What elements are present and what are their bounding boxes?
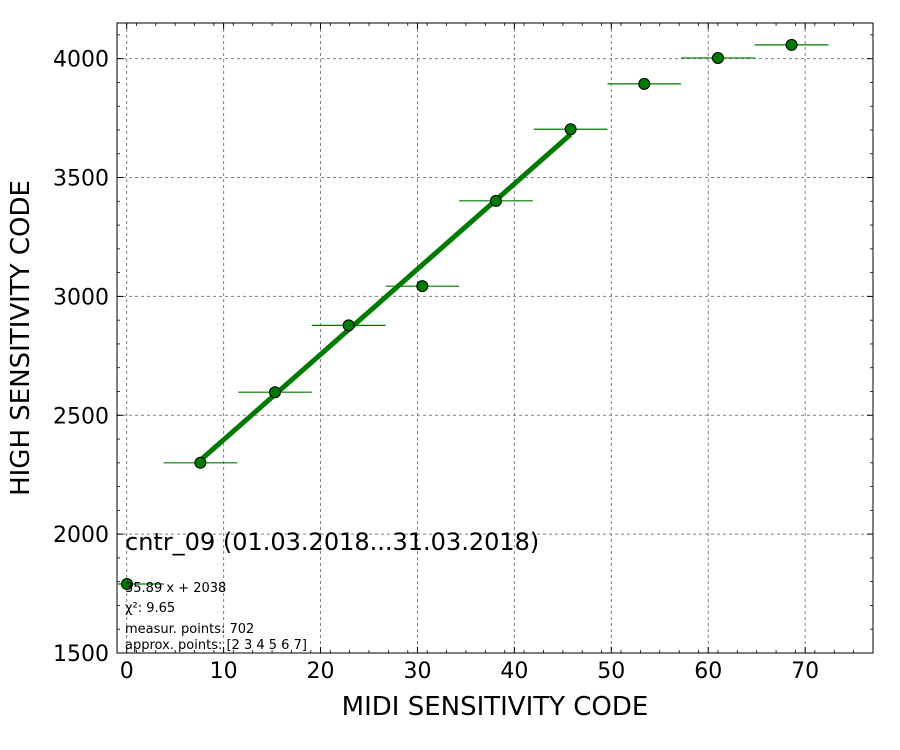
fit-line [198,132,573,463]
x-tick-label: 60 [694,659,722,684]
grid [117,23,873,653]
plot-frame [116,22,874,654]
data-point [342,319,355,332]
x-axis-label: MIDI SENSITIVITY CODE [342,692,649,722]
x-tick-label: 30 [403,659,431,684]
y-tick-label: 2500 [53,404,109,429]
legend-fit-equation: 35.89 x + 2038 [125,581,226,596]
legend-measur-points: measur. points: 702 [125,622,254,637]
y-tick-label: 2000 [53,523,109,548]
data-point [194,456,207,469]
x-tick-label: 10 [210,659,238,684]
fit-line-layer [198,132,573,463]
tick-labels: 0 10 20 30 40 50 60 70 1500 2000 2500 3000 3500 4000 [53,48,819,684]
data-points-layer [163,38,829,469]
y-tick-label: 1500 [53,642,109,667]
legend: 35.89 x + 2038 χ²: 9.65 measur. points: … [118,578,307,653]
data-point [268,386,281,399]
axis-ticks [116,23,874,654]
data-point [711,51,724,64]
legend-approx-points: approx. points: [2 3 4 5 6 7] [125,638,307,653]
x-tick-label: 40 [500,659,528,684]
legend-marker-point [121,578,133,590]
data-point [638,77,651,90]
legend-chi2: χ²: 9.65 [125,601,175,616]
x-tick-label: 20 [307,659,335,684]
data-point [489,194,502,207]
x-tick-label: 50 [597,659,625,684]
data-point [416,280,429,293]
y-tick-label: 3000 [53,285,109,310]
data-point [564,123,577,136]
x-tick-label: 0 [120,659,134,684]
y-tick-label: 3500 [53,167,109,192]
y-tick-label: 4000 [53,48,109,73]
x-tick-label: 70 [791,659,819,684]
chart-title: cntr_09 (01.03.2018...31.03.2018) [125,528,539,556]
y-axis-label: HIGH SENSITIVITY CODE [6,180,36,496]
data-point [785,38,798,51]
